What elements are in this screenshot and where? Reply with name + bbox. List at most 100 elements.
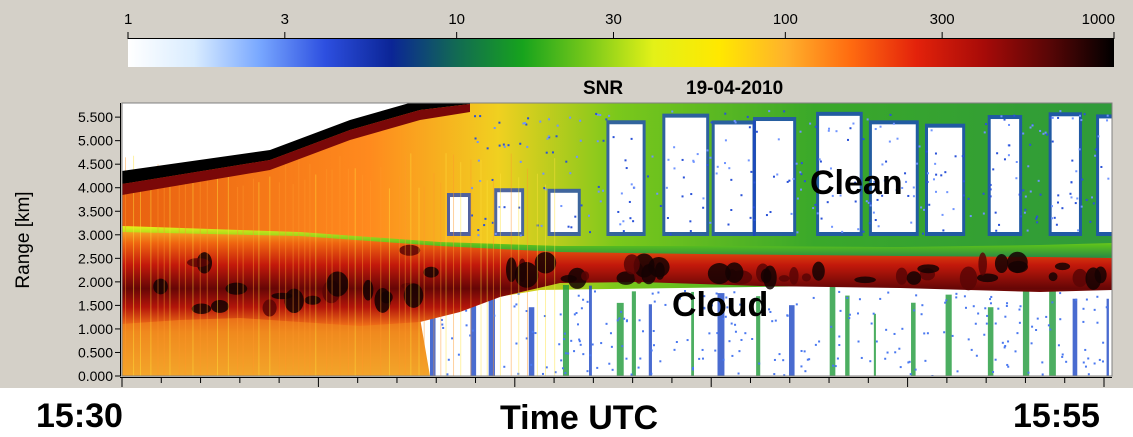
low-speck xyxy=(812,296,815,299)
noise-speck xyxy=(869,202,872,205)
noise-speck xyxy=(922,232,925,235)
noise-speck xyxy=(995,229,998,232)
noise-speck xyxy=(575,155,578,158)
dense-cell xyxy=(641,264,657,285)
low-speck xyxy=(1007,365,1010,368)
noise-speck xyxy=(944,171,947,174)
noise-speck xyxy=(1036,215,1039,218)
noise-column xyxy=(665,117,707,232)
noise-speck xyxy=(1051,116,1054,119)
noise-speck xyxy=(777,138,780,141)
streak xyxy=(354,168,356,376)
noise-column xyxy=(450,197,469,232)
low-speck xyxy=(471,329,474,332)
noise-speck xyxy=(866,118,869,121)
noise-speck xyxy=(881,194,884,197)
low-streak xyxy=(470,291,477,376)
low-speck xyxy=(686,339,689,342)
low-streak xyxy=(756,296,761,376)
noise-speck xyxy=(556,124,559,127)
noise-speck xyxy=(918,145,921,148)
streak xyxy=(192,175,194,376)
noise-speck xyxy=(841,230,844,233)
noise-speck xyxy=(646,175,649,178)
low-speck xyxy=(739,303,742,306)
noise-speck xyxy=(633,186,636,189)
noise-speck xyxy=(597,185,600,188)
dense-cell xyxy=(725,262,744,283)
low-streak xyxy=(829,285,836,376)
low-speck xyxy=(838,344,841,347)
time-axis-ticks xyxy=(121,378,1105,387)
noise-speck xyxy=(776,173,779,176)
low-speck xyxy=(1051,301,1054,304)
low-speck xyxy=(575,312,578,315)
range-tick-label: 5.000 xyxy=(78,133,113,149)
low-speck xyxy=(616,319,619,322)
low-speck xyxy=(1018,321,1021,324)
low-speck xyxy=(525,337,528,340)
low-speck xyxy=(441,323,444,326)
noise-speck xyxy=(630,137,633,140)
low-speck xyxy=(469,334,472,337)
noise-speck xyxy=(796,231,799,234)
noise-speck xyxy=(1037,179,1040,182)
streak xyxy=(150,179,152,376)
low-speck xyxy=(630,373,633,376)
colorbar-tick-label: 3 xyxy=(281,11,289,28)
streak xyxy=(418,187,420,376)
streak xyxy=(125,157,126,376)
noise-speck xyxy=(579,119,582,122)
low-speck xyxy=(457,353,460,356)
low-speck xyxy=(1014,350,1017,353)
noise-speck xyxy=(630,183,633,186)
noise-speck xyxy=(706,149,709,152)
dense-cell xyxy=(707,263,731,285)
low-speck xyxy=(915,294,918,297)
low-speck xyxy=(582,353,585,356)
noise-speck xyxy=(1059,110,1062,113)
noise-speck xyxy=(788,179,791,182)
low-speck xyxy=(1057,344,1060,347)
noise-speck xyxy=(624,159,627,162)
low-speck xyxy=(465,324,468,327)
low-speck xyxy=(914,368,917,371)
dense-cell xyxy=(812,261,825,281)
range-tick-label: 2.000 xyxy=(78,274,113,290)
noise-speck xyxy=(892,122,895,125)
noise-speck xyxy=(895,189,898,192)
noise-speck xyxy=(809,122,812,125)
low-speck xyxy=(586,300,589,303)
dense-cell xyxy=(284,288,304,313)
low-speck xyxy=(659,360,662,363)
noise-speck xyxy=(827,129,830,132)
streak xyxy=(184,177,186,376)
noise-speck xyxy=(849,190,852,193)
range-tick-label: 0.000 xyxy=(78,368,113,384)
noise-speck xyxy=(803,180,806,183)
noise-speck xyxy=(588,231,591,234)
noise-speck xyxy=(474,137,477,140)
noise-speck xyxy=(1008,144,1011,147)
noise-speck xyxy=(992,168,995,171)
low-streak xyxy=(648,304,652,376)
streak xyxy=(460,162,462,376)
colorbar xyxy=(128,39,1114,67)
dense-cell xyxy=(210,299,229,313)
low-streak xyxy=(588,285,592,376)
low-speck xyxy=(923,332,926,335)
noise-speck xyxy=(998,223,1001,226)
noise-speck xyxy=(555,135,558,138)
noise-speck xyxy=(879,125,882,128)
low-speck xyxy=(517,372,520,375)
dense-cell xyxy=(399,244,421,256)
dense-cell xyxy=(581,271,590,281)
low-speck xyxy=(737,372,740,375)
range-tick-label: 1.000 xyxy=(78,321,113,337)
streak xyxy=(285,160,287,376)
noise-speck xyxy=(889,113,892,116)
low-speck xyxy=(803,350,806,353)
low-speck xyxy=(1087,357,1090,360)
annotation-clean: Clean xyxy=(810,164,903,202)
noise-speck xyxy=(816,212,819,215)
